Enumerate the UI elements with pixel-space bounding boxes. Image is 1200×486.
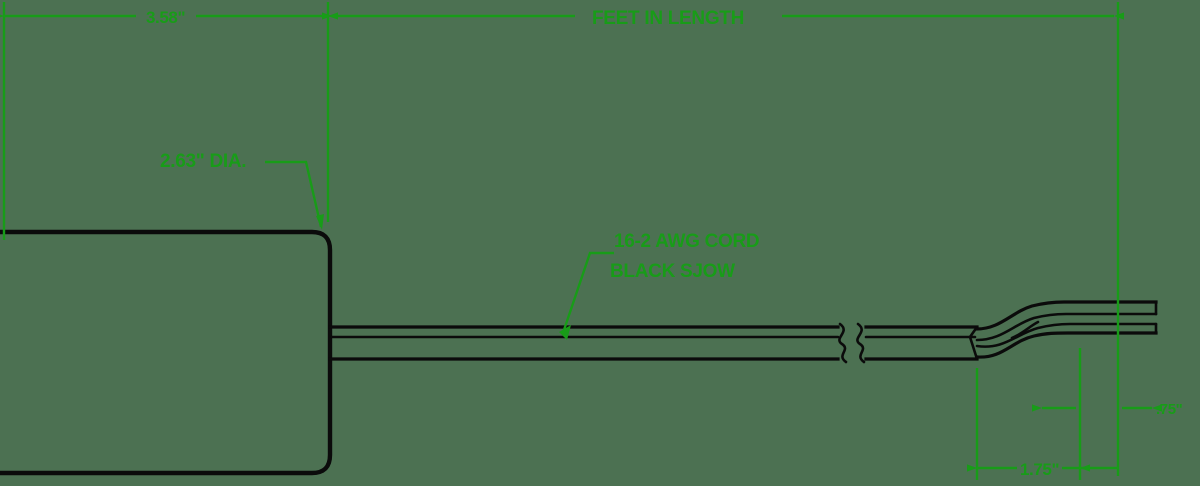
housing-outline [0, 229, 333, 476]
leader-line-diameter [265, 160, 323, 228]
dimension-strip-length: 1.75" [967, 348, 1118, 480]
leader-cord-specification: 16-2 AWG CORD BLACK SJOW [559, 231, 760, 340]
arrow-head-cord-spec [559, 325, 571, 340]
note-cord-spec-line-2: BLACK SJOW [610, 261, 735, 282]
note-cord-spec-line-1: 16-2 AWG CORD [614, 231, 759, 252]
conductor-leads [975, 300, 1158, 359]
dimension-lead-spread: .75" [1032, 401, 1183, 418]
leader-housing-diameter: 2.63" DIA. [160, 151, 324, 230]
cord-jacket [328, 325, 979, 361]
cord-break-symbol [838, 322, 866, 364]
dimension-cord-length: FEET IN LENGTH [322, 2, 1124, 476]
dimension-label-lead-spread: .75" [1156, 401, 1183, 418]
arrow-head-diameter [316, 214, 324, 230]
dimension-label-strip-length: 1.75" [1020, 460, 1059, 479]
leader-line-cord-spec [562, 251, 614, 331]
dimension-label-cord-length: FEET IN LENGTH [592, 8, 744, 29]
dimension-label-housing-diameter: 2.63" DIA. [160, 151, 246, 172]
dimension-housing-width: 3.58" [0, 2, 338, 240]
dimension-label-housing-width: 3.58" [146, 8, 185, 27]
